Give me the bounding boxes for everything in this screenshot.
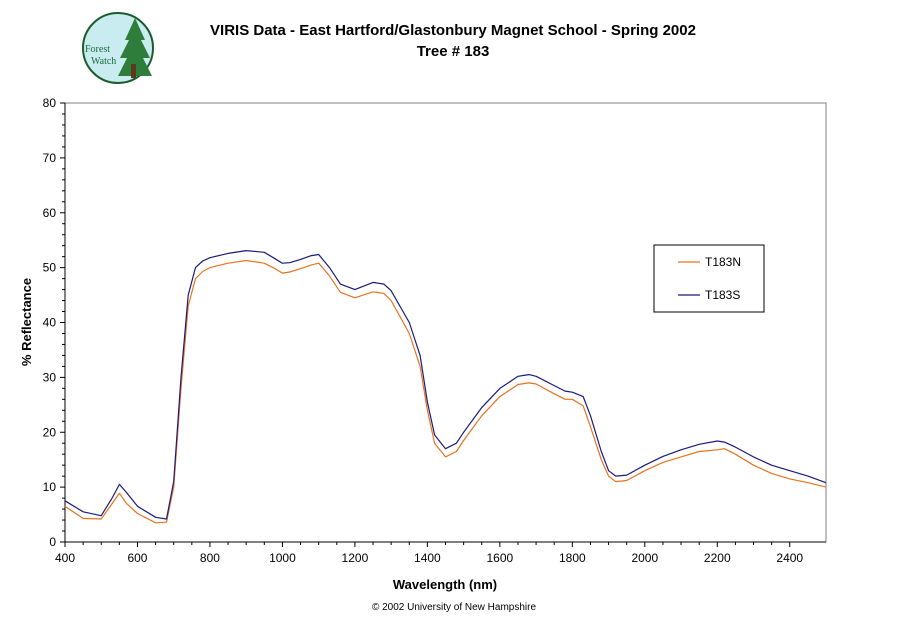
plot-area — [64, 102, 827, 543]
y-tick-label: 10 — [43, 480, 57, 494]
y-tick-label: 30 — [43, 370, 57, 384]
chart-title: VIRIS Data - East Hartford/Glastonbury M… — [210, 22, 696, 39]
logo-line1: Forest — [85, 44, 110, 55]
x-tick-label: 1800 — [559, 551, 586, 565]
y-tick-label: 70 — [43, 151, 57, 165]
tree-icon — [118, 18, 152, 78]
series-group — [64, 250, 827, 524]
y-tick-label: 50 — [43, 261, 57, 275]
x-tick-label: 1600 — [487, 551, 514, 565]
legend-label-t183s: T183S — [705, 288, 740, 302]
y-tick-label: 40 — [43, 316, 57, 330]
legend-label-t183n: T183N — [705, 255, 741, 269]
axes: 0 10 20 30 40 50 60 70 80 400 600 800 1000 1200 1400 16… — [43, 96, 826, 565]
forest-watch-logo: Forest Watch — [82, 12, 154, 84]
x-tick-label: 2000 — [631, 551, 658, 565]
x-tick-label: 1400 — [414, 551, 441, 565]
legend-box — [653, 244, 765, 313]
y-tick-label: 0 — [49, 535, 56, 549]
x-tick-label: 1200 — [342, 551, 369, 565]
legend: T183N T183S — [653, 244, 765, 313]
x-tick-label: 2400 — [776, 551, 803, 565]
y-tick-label: 80 — [43, 96, 57, 110]
series-line-t183s — [64, 250, 827, 520]
logo-line2: Watch — [91, 56, 116, 67]
chart-subtitle: Tree # 183 — [417, 43, 490, 60]
y-tick-label: 60 — [43, 206, 57, 220]
y-axis-label: % Reflectance — [19, 278, 34, 366]
x-tick-label: 2200 — [704, 551, 731, 565]
x-tick-label: 400 — [55, 551, 75, 565]
x-tick-label: 600 — [127, 551, 147, 565]
x-tick-label: 800 — [200, 551, 220, 565]
copyright-footer: © 2002 University of New Hampshire — [372, 602, 537, 613]
series-line-t183n — [64, 259, 827, 524]
y-tick-label: 20 — [43, 425, 57, 439]
x-axis-label: Wavelength (nm) — [393, 577, 497, 592]
x-tick-label: 1000 — [269, 551, 296, 565]
